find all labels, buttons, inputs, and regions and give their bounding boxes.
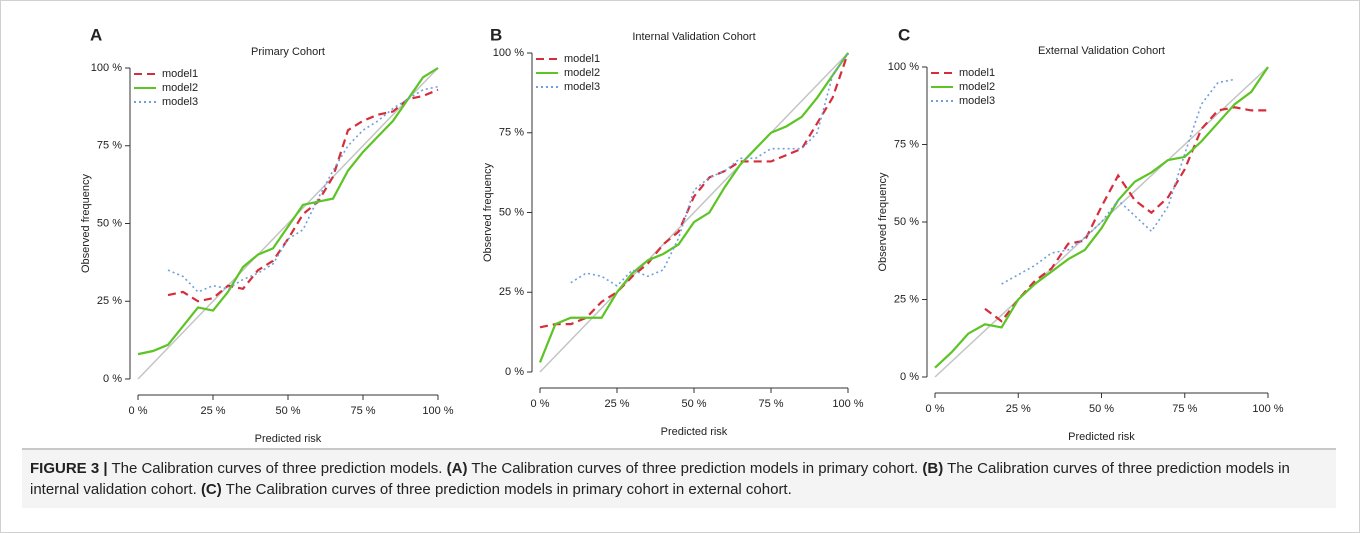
y-tick-label: 50 % bbox=[894, 216, 919, 228]
x-tick-label: 50 % bbox=[275, 405, 300, 417]
series-line bbox=[984, 106, 1268, 323]
y-tick-label: 75 % bbox=[499, 127, 524, 139]
x-axis-label: Predicted risk bbox=[661, 426, 728, 438]
reference-line bbox=[539, 52, 849, 373]
x-tick-label: 0 % bbox=[129, 405, 148, 417]
caption-label: (A) bbox=[446, 460, 468, 477]
legend-label: model1 bbox=[959, 67, 995, 79]
legend-label: model1 bbox=[162, 68, 198, 80]
panel-label: B bbox=[490, 25, 502, 44]
x-tick-label: 25 % bbox=[1006, 403, 1031, 415]
legend-label: model3 bbox=[564, 81, 600, 93]
y-axis-label: Observed frequency bbox=[877, 172, 889, 272]
y-tick-label: 50 % bbox=[499, 206, 524, 218]
y-tick-label: 75 % bbox=[97, 140, 122, 152]
series-line bbox=[538, 52, 849, 363]
y-tick-label: 25 % bbox=[894, 293, 919, 305]
x-tick-label: 75 % bbox=[350, 405, 375, 417]
x-tick-label: 25 % bbox=[604, 398, 629, 410]
legend-label: model3 bbox=[959, 95, 995, 107]
chart-title: Primary Cohort bbox=[251, 46, 325, 58]
y-tick-label: 0 % bbox=[103, 373, 122, 385]
y-tick-label: 50 % bbox=[97, 217, 122, 229]
series-line bbox=[570, 52, 849, 287]
x-tick-label: 0 % bbox=[926, 403, 945, 415]
caption-text: The Calibration curves of three predicti… bbox=[471, 460, 919, 477]
chart-title: External Validation Cohort bbox=[1038, 45, 1165, 57]
series-line bbox=[137, 67, 439, 356]
caption-label: (C) bbox=[200, 481, 222, 498]
y-axis-label: Observed frequency bbox=[482, 162, 494, 262]
caption: FIGURE 3 | The Calibration curves of thr… bbox=[22, 448, 1336, 508]
series-line bbox=[539, 52, 850, 329]
y-tick-label: 0 % bbox=[505, 366, 524, 378]
reference-line bbox=[934, 66, 1269, 378]
series-line bbox=[167, 85, 439, 293]
y-tick-label: 75 % bbox=[894, 138, 919, 150]
x-tick-label: 50 % bbox=[681, 398, 706, 410]
legend-label: model2 bbox=[564, 67, 600, 79]
x-tick-label: 0 % bbox=[531, 398, 550, 410]
caption-label: (B) bbox=[922, 460, 944, 477]
x-tick-label: 75 % bbox=[1172, 403, 1197, 415]
x-tick-label: 100 % bbox=[422, 405, 453, 417]
series-line bbox=[1001, 78, 1235, 285]
caption-text: The Calibration curves of three predicti… bbox=[111, 460, 443, 477]
charts: A Primary Cohort Predicted risk Observed fr… bbox=[80, 25, 1284, 445]
legend-label: model3 bbox=[162, 96, 198, 108]
legend-label: model2 bbox=[162, 82, 198, 94]
y-tick-label: 100 % bbox=[888, 61, 919, 73]
y-axis-label: Observed frequency bbox=[80, 173, 92, 273]
x-tick-label: 100 % bbox=[1252, 403, 1283, 415]
y-tick-label: 100 % bbox=[91, 62, 122, 74]
chart-title: Internal Validation Cohort bbox=[632, 31, 755, 43]
panel-label: C bbox=[898, 25, 910, 44]
panel-label: A bbox=[90, 25, 102, 44]
series-line bbox=[167, 88, 439, 303]
caption-label: FIGURE 3 | bbox=[30, 460, 108, 477]
x-tick-label: 75 % bbox=[758, 398, 783, 410]
y-tick-label: 0 % bbox=[900, 371, 919, 383]
legend-label: model1 bbox=[564, 53, 600, 65]
x-tick-label: 50 % bbox=[1089, 403, 1114, 415]
y-tick-label: 25 % bbox=[499, 286, 524, 298]
caption-text: The Calibration curves of three predicti… bbox=[30, 460, 1290, 498]
y-tick-label: 100 % bbox=[493, 47, 524, 59]
x-axis-label: Predicted risk bbox=[255, 433, 322, 445]
legend-label: model2 bbox=[959, 81, 995, 93]
series-line bbox=[934, 66, 1269, 369]
x-tick-label: 100 % bbox=[832, 398, 863, 410]
x-axis-label: Predicted risk bbox=[1068, 431, 1135, 443]
caption-text: The Calibration curves of three predicti… bbox=[225, 481, 792, 498]
reference-line bbox=[137, 67, 439, 380]
y-tick-label: 25 % bbox=[97, 295, 122, 307]
x-tick-label: 25 % bbox=[200, 405, 225, 417]
